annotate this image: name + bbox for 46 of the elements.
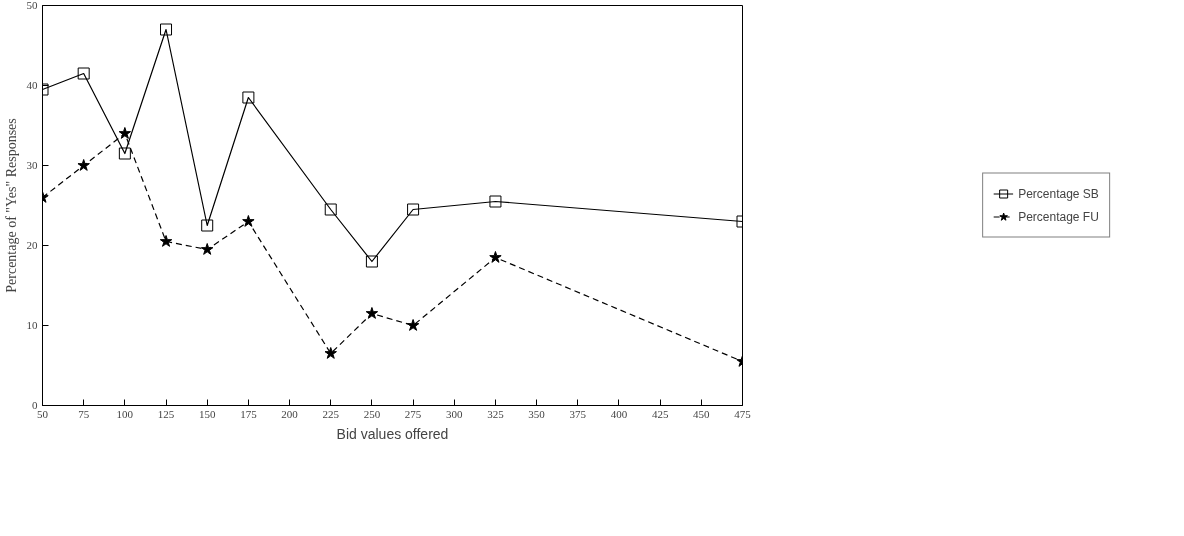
legend-label: Percentage SB [1018, 186, 1099, 201]
x-tick-label: 50 [37, 407, 49, 420]
point [201, 219, 214, 232]
y-axis-title: Percentage of "Yes" Responses [3, 118, 19, 293]
point [118, 127, 132, 139]
point [365, 255, 378, 268]
point [77, 159, 90, 171]
point [365, 307, 379, 319]
point [489, 251, 502, 263]
x-tick-label: 275 [404, 407, 422, 420]
point [201, 243, 214, 255]
x-tick-label: 350 [528, 407, 546, 420]
y-tick-label: 0 [32, 399, 38, 411]
x-tick-label: 75 [78, 407, 90, 420]
point [324, 203, 337, 216]
point [77, 67, 90, 80]
x-tick-label: 375 [569, 407, 587, 420]
y-tick-label: 40 [26, 79, 38, 91]
x-tick-label: 225 [322, 407, 340, 420]
y-tick-label: 20 [26, 239, 38, 251]
x-tick-label: 175 [240, 407, 258, 420]
x-tick-label: 250 [363, 407, 381, 420]
x-tick-label: 400 [610, 407, 628, 420]
point [118, 147, 131, 160]
point [407, 203, 420, 216]
point [406, 319, 420, 331]
x-tick-label: 200 [281, 407, 299, 420]
x-tick-label: 450 [693, 407, 711, 420]
point [160, 23, 173, 36]
point [242, 91, 255, 104]
y-tick-label: 50 [26, 0, 38, 11]
x-tick-label: 300 [446, 407, 464, 420]
x-tick-label: 150 [198, 407, 216, 420]
point [159, 235, 173, 247]
x-axis-title: Bid values offered [336, 425, 449, 442]
point [324, 347, 337, 359]
x-tick-label: 125 [157, 407, 175, 420]
y-tick-label: 30 [26, 159, 38, 171]
point [242, 215, 255, 227]
x-tick-label: 475 [734, 407, 752, 420]
point [489, 195, 502, 208]
legend-label: Percentage FU [1018, 209, 1099, 224]
x-tick-label: 100 [116, 407, 134, 420]
x-tick-label: 325 [487, 407, 505, 420]
x-tick-label: 425 [651, 407, 669, 420]
y-tick-label: 10 [26, 319, 38, 331]
